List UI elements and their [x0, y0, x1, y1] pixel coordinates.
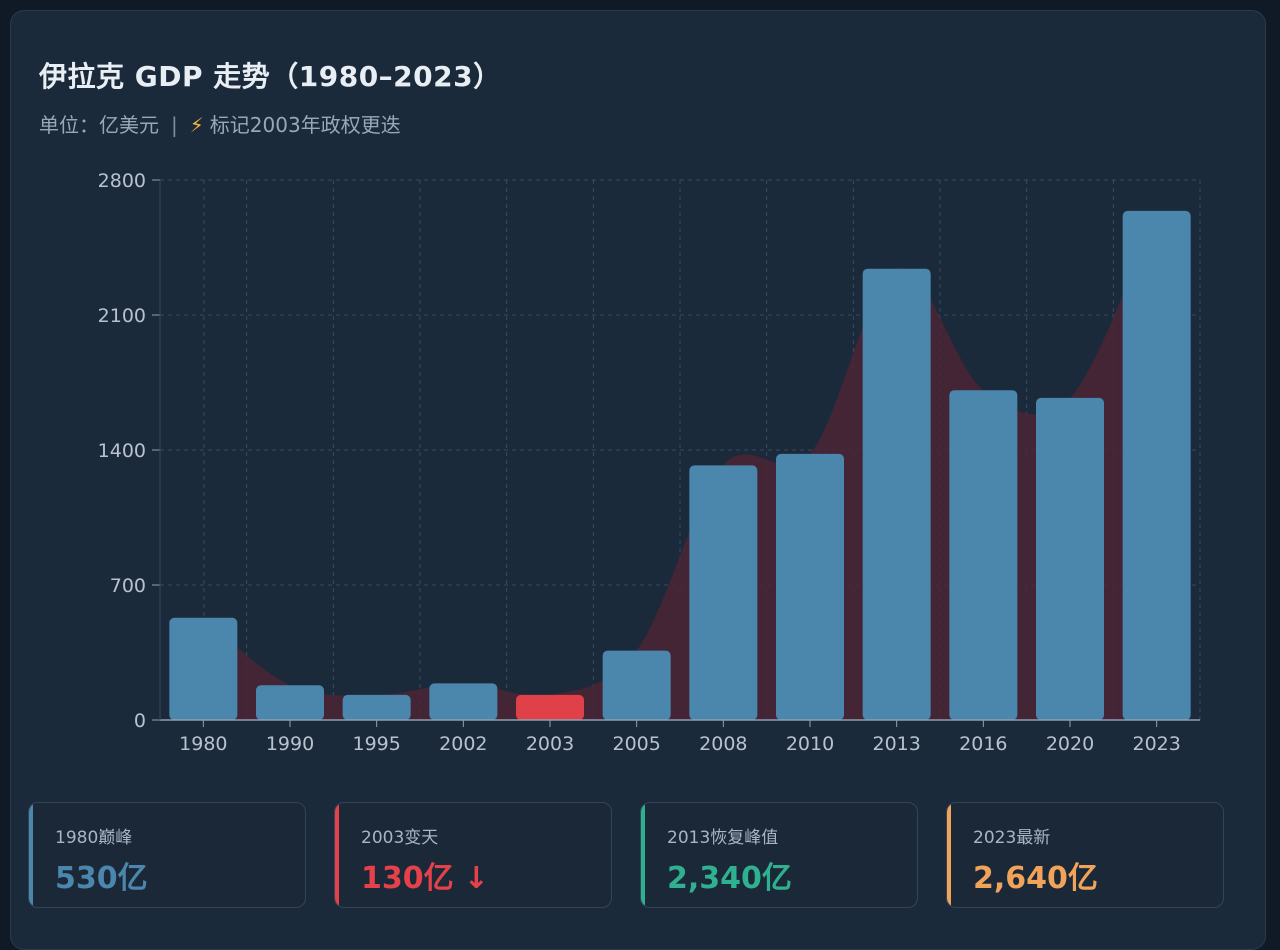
- stat-value-text: 530亿: [55, 861, 148, 896]
- bar-2005: [602, 650, 671, 720]
- bar-1995: [342, 694, 411, 720]
- stat-label: 1980巅峰: [55, 828, 133, 848]
- stat-card-2003-change: 2003变天 130亿 ↓: [334, 802, 612, 908]
- down-arrow-icon: ↓: [463, 861, 489, 896]
- stat-value: 130亿 ↓: [361, 853, 489, 897]
- y-tick-label: 700: [110, 575, 146, 597]
- x-tick-label-2013: 2013: [872, 733, 920, 755]
- stat-value-text: 130亿: [361, 861, 454, 896]
- bar-1980: [169, 617, 238, 720]
- regime-change-note: 标记2003年政权更迭: [209, 113, 401, 137]
- stat-accent-bar: [335, 803, 339, 907]
- stat-card-1980-peak: 1980巅峰 530亿: [28, 802, 306, 908]
- stat-card-2013-peak: 2013恢复峰值 2,340亿: [640, 802, 918, 908]
- bar-2010: [776, 453, 844, 720]
- bar-1990: [256, 685, 324, 720]
- stat-accent-bar: [947, 803, 951, 907]
- bar-2023: [1122, 210, 1191, 720]
- bars-layer: [169, 210, 1191, 720]
- x-tick-label-2005: 2005: [612, 733, 660, 755]
- stat-label: 2003变天: [361, 828, 439, 848]
- x-tick-label-2010: 2010: [786, 733, 834, 755]
- stat-value: 530亿: [55, 853, 148, 897]
- x-tick-label-2016: 2016: [959, 733, 1007, 755]
- stat-value-text: 2,340亿: [667, 861, 792, 896]
- y-tick-label: 2100: [98, 305, 146, 327]
- stat-value-text: 2,640亿: [973, 861, 1098, 896]
- bar-2016: [949, 390, 1018, 720]
- y-tick-label: 2800: [98, 170, 146, 192]
- x-tick-label-1990: 1990: [266, 733, 314, 755]
- y-tick-label: 0: [134, 710, 146, 732]
- x-tick-label-2020: 2020: [1046, 733, 1094, 755]
- bar-2013: [862, 268, 931, 720]
- x-tick-label-1995: 1995: [352, 733, 400, 755]
- x-tick-label-2023: 2023: [1132, 733, 1180, 755]
- bar-2003: [516, 694, 584, 720]
- stat-label: 2013恢复峰值: [667, 828, 779, 848]
- x-tick-label-1980: 1980: [179, 733, 227, 755]
- unit-label: 单位：亿美元: [39, 113, 159, 137]
- x-tick-label-2003: 2003: [526, 733, 574, 755]
- stat-label: 2023最新: [973, 828, 1051, 848]
- stat-value: 2,340亿: [667, 853, 792, 897]
- gdp-bar-chart: 0 700 1400 2100 2800 1980 1990 1995 2002 2003 2005…: [98, 170, 1201, 755]
- chart-subtitle: 单位：亿美元 | ⚡ 标记2003年政权更迭: [39, 109, 401, 138]
- x-tick-label-2008: 2008: [699, 733, 747, 755]
- stats-row: 1980巅峰 530亿 2003变天 130亿 ↓ 2013恢复峰值 2,340亿…: [28, 802, 1228, 908]
- bar-2002: [429, 683, 498, 720]
- stat-value: 2,640亿: [973, 853, 1098, 897]
- bar-2008: [689, 465, 758, 720]
- subtitle-separator: |: [171, 113, 178, 137]
- x-tick-label-2002: 2002: [439, 733, 487, 755]
- stat-card-2023-latest: 2023最新 2,640亿: [946, 802, 1224, 908]
- bar-2020: [1036, 397, 1104, 720]
- stat-accent-bar: [641, 803, 645, 907]
- chart-title: 伊拉克 GDP 走势（1980–2023）: [39, 60, 502, 93]
- stat-accent-bar: [29, 803, 33, 907]
- lightning-icon: ⚡: [189, 113, 204, 137]
- y-tick-label: 1400: [98, 440, 146, 462]
- axis-layer: 0 700 1400 2100 2800 1980 1990 1995 2002 2003 2005…: [98, 170, 1200, 755]
